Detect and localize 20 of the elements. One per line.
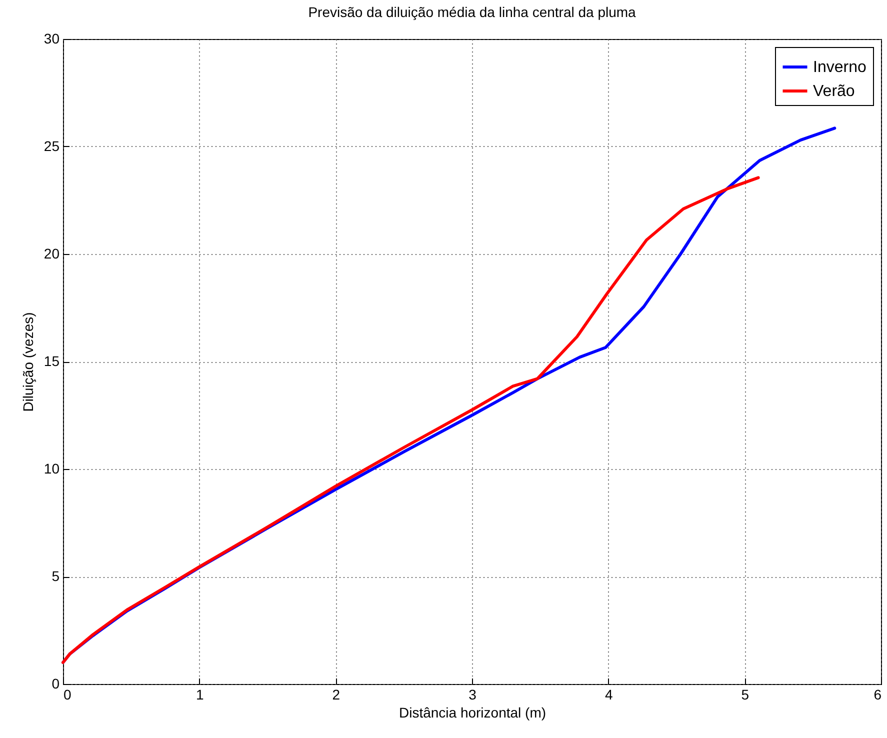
x-tick-label: 4 <box>604 686 613 702</box>
y-tick-label: 10 <box>44 460 60 476</box>
x-axis-title: Distância horizontal (m) <box>398 704 546 720</box>
y-tick-label: 30 <box>44 30 60 46</box>
legend-label: Inverno <box>813 59 866 76</box>
y-tick-label: 5 <box>52 568 60 584</box>
y-tick-label: 15 <box>44 353 60 369</box>
y-tick-label: 0 <box>52 676 60 692</box>
x-tick-label: 1 <box>196 686 204 702</box>
legend-label: Verão <box>813 83 855 100</box>
chart-title: Previsão da diluição média da linha central da pluma <box>308 4 636 20</box>
x-tick-label: 0 <box>64 686 72 702</box>
x-tick-label: 6 <box>874 686 882 702</box>
x-tick-label: 3 <box>468 686 477 702</box>
y-axis-title: Diluição (vezes) <box>20 312 36 412</box>
line-series <box>62 176 760 664</box>
y-tick-label: 25 <box>44 138 60 154</box>
x-tick-label: 5 <box>741 686 750 702</box>
x-tick-label: 2 <box>332 686 340 702</box>
y-tick-label: 20 <box>44 246 60 262</box>
